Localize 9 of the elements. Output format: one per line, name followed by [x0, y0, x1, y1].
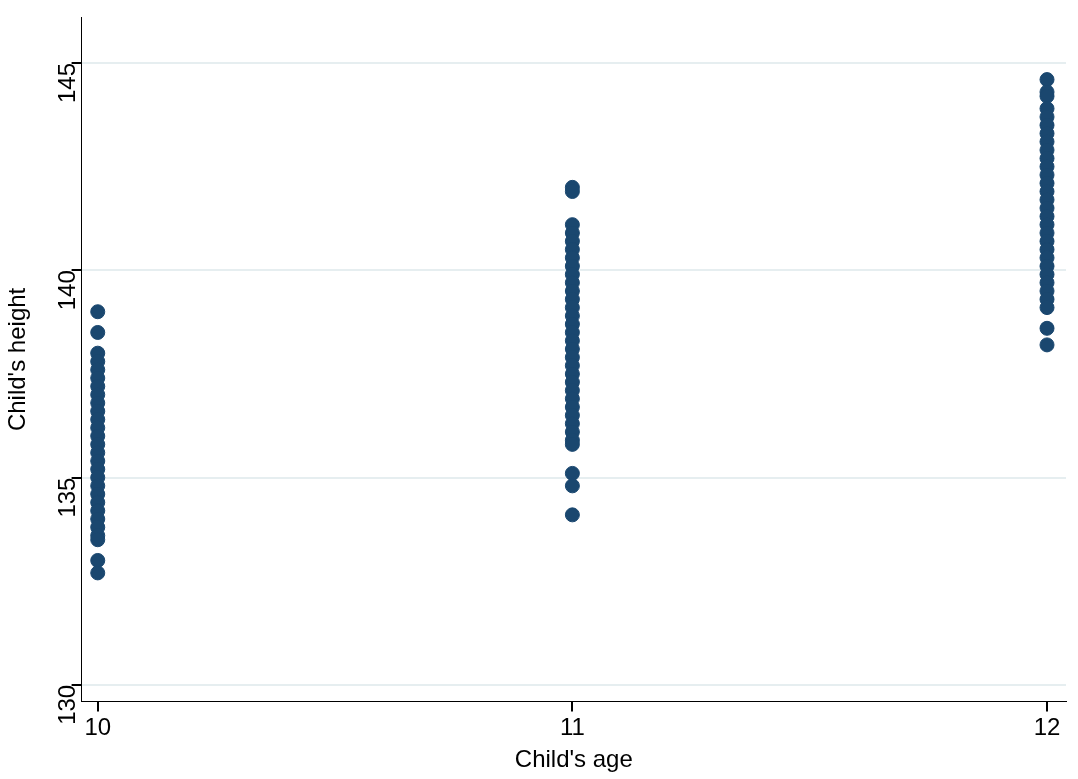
y-tick-label: 135	[53, 477, 81, 518]
y-tick-label: 145	[53, 63, 81, 104]
y-tick-label: 140	[53, 270, 81, 311]
x-axis-title: Child's age	[514, 745, 633, 773]
x-tick-label: 10	[84, 713, 112, 741]
x-tick-label: 11	[559, 713, 585, 741]
y-axis-title: Child's height	[3, 287, 31, 432]
y-tick-label: 130	[53, 684, 81, 725]
x-tick-label: 12	[1033, 713, 1061, 741]
